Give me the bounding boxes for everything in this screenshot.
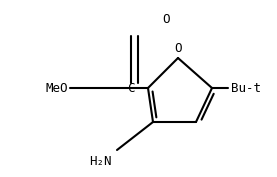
Text: O: O <box>162 13 170 26</box>
Text: O: O <box>174 42 182 55</box>
Text: C: C <box>127 82 135 96</box>
Text: H₂N: H₂N <box>89 155 112 168</box>
Text: MeO: MeO <box>45 82 68 96</box>
Text: Bu-t: Bu-t <box>231 82 261 96</box>
